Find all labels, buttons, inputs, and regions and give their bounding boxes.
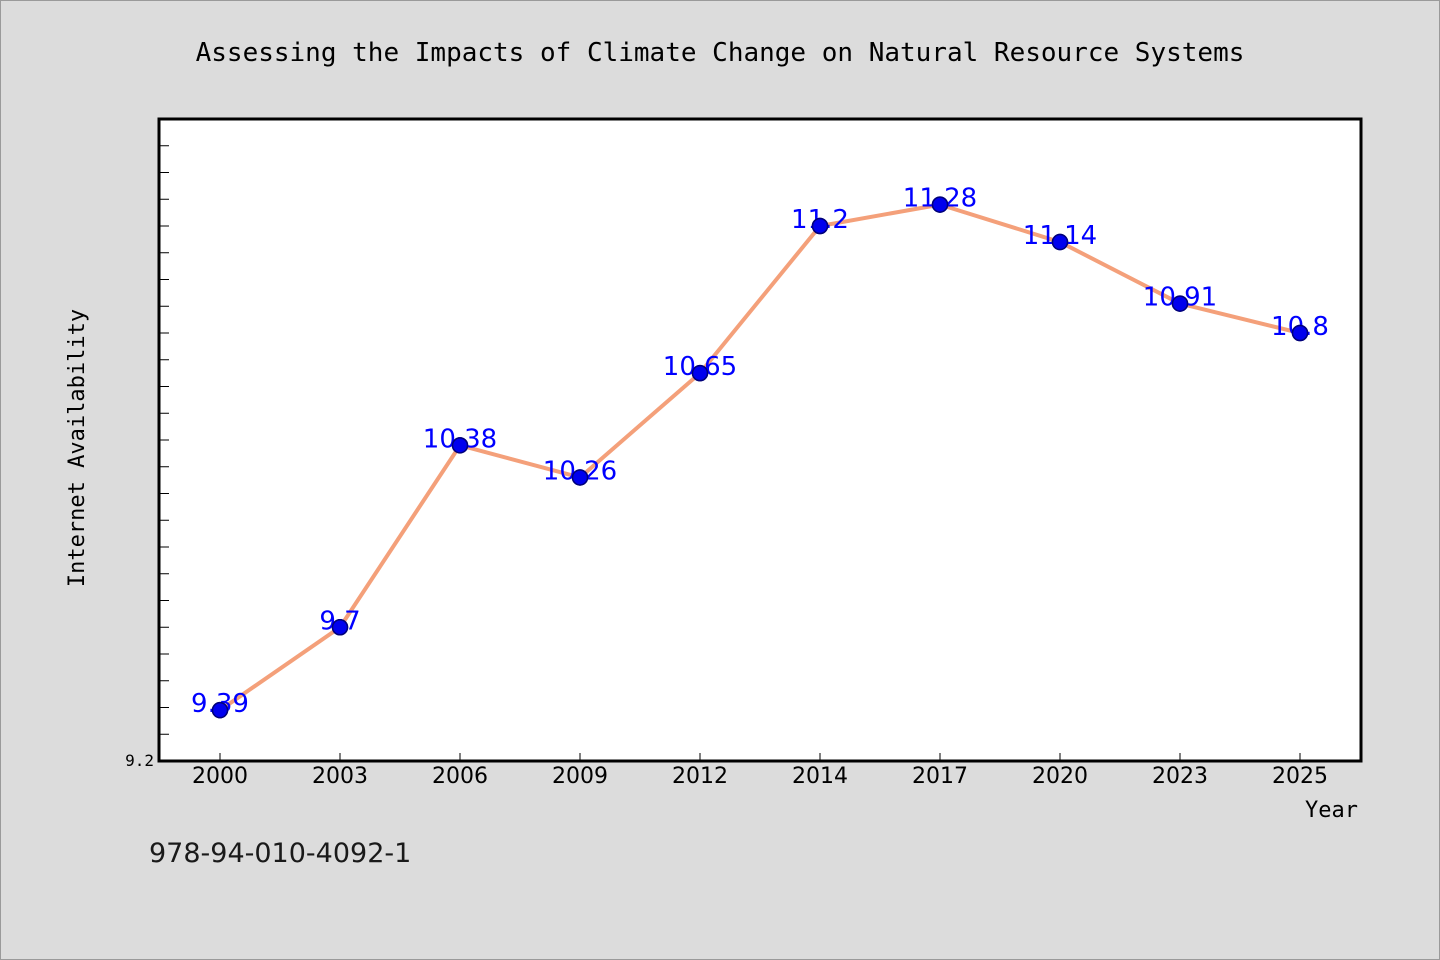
series-line: [218, 202, 1302, 713]
data-point-marker-overlay: [451, 437, 469, 454]
x-tick-label: 2025: [1272, 764, 1328, 789]
data-point-marker-overlay: [691, 364, 709, 382]
x-tick-label: 2020: [1032, 764, 1088, 789]
x-tick-label: 2000: [192, 764, 248, 789]
x-tick-label: 2006: [432, 764, 488, 789]
data-point-marker-overlay: [331, 619, 349, 636]
x-tick-label: 2014: [792, 764, 848, 789]
x-tick-label: 2017: [912, 764, 968, 789]
data-point-marker-overlay: [1171, 295, 1189, 312]
plot-area: [157, 117, 1363, 763]
isbn-text: 978-94-010-4092-1: [149, 838, 411, 869]
data-point-marker-overlay: [931, 196, 949, 213]
y-tick-label: 9.2: [125, 751, 154, 770]
data-labels: 9.399.710.3810.2610.6511.211.2811.1410.9…: [191, 184, 1329, 720]
x-tick-label: 2003: [312, 764, 368, 789]
data-point-marker-overlay: [571, 469, 589, 486]
y-axis-label: Internet Availability: [65, 309, 90, 587]
x-axis-label: Year: [1305, 798, 1358, 823]
series-line-group: [218, 202, 1302, 713]
chart-title: Assessing the Impacts of Climate Change …: [196, 38, 1245, 68]
y-axis-tick-labels: 9.2: [125, 751, 154, 770]
y-axis-ticks: [159, 145, 169, 735]
x-axis-tick-labels: 2000 2003 2006 2009 2012 2014 2017 2020 2023 2025: [192, 764, 1328, 789]
x-tick-label: 2012: [672, 764, 728, 789]
x-axis-ticks: [219, 753, 1301, 761]
data-point-marker-overlay: [811, 217, 829, 235]
data-point-marker-overlay: [1291, 324, 1309, 342]
data-point-marker-overlay: [1051, 233, 1069, 251]
data-point-marker-overlay: [211, 701, 229, 719]
x-tick-label: 2023: [1152, 764, 1208, 789]
x-tick-label: 2009: [552, 764, 608, 789]
